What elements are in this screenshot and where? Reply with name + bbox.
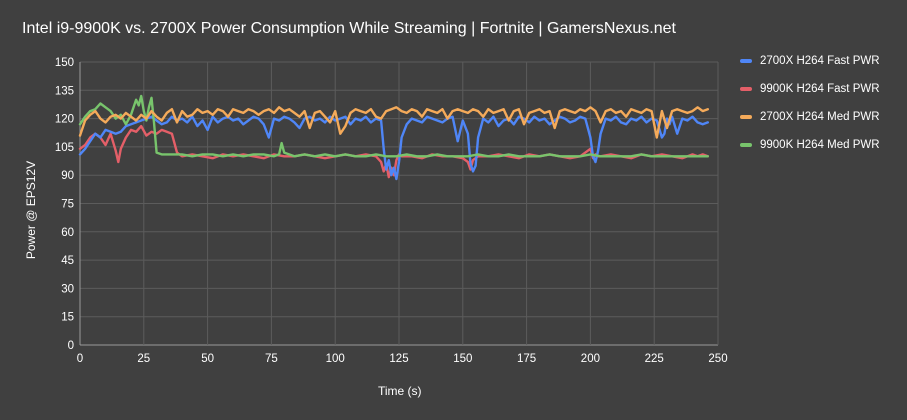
x-tick-label: 50: [201, 353, 214, 365]
series-line-2700x-fast: [78, 115, 709, 181]
y-tick-label: 120: [55, 114, 74, 126]
x-tick-label: 175: [517, 353, 536, 365]
legend-swatch: [740, 59, 752, 63]
y-tick-label: 45: [61, 255, 74, 267]
y-axis-title: Power @ EPS12V: [24, 160, 38, 260]
x-axis-title: Time (s): [378, 384, 422, 398]
legend-swatch: [740, 87, 752, 91]
x-tick-label: 25: [137, 353, 150, 365]
legend-label: 9900K H264 Med PWR: [760, 139, 880, 151]
legend-label: 2700X H264 Med PWR: [760, 111, 880, 123]
x-tick-label: 125: [389, 353, 408, 365]
series-lines: [78, 94, 709, 181]
series-line-2700x-med: [78, 106, 709, 139]
x-tick-label: 75: [265, 353, 278, 365]
series-line-9900k-med: [78, 94, 709, 158]
legend-item-9900k-fast[interactable]: 9900K H264 Fast PWR: [740, 80, 905, 98]
y-tick-label: 135: [55, 85, 74, 97]
legend-swatch: [740, 143, 752, 147]
legend-item-2700x-med[interactable]: 2700X H264 Med PWR: [740, 108, 905, 126]
y-tick-labels: 0 15 30 45 60 75 90 105 120 135 150: [55, 57, 74, 352]
legend-label: 2700X H264 Fast PWR: [760, 55, 880, 67]
legend-label: 9900K H264 Fast PWR: [760, 83, 880, 95]
y-tick-label: 150: [55, 57, 74, 69]
x-tick-label: 0: [77, 353, 83, 365]
legend-item-9900k-med[interactable]: 9900K H264 Med PWR: [740, 136, 905, 154]
y-tick-label: 105: [55, 142, 74, 154]
y-tick-label: 15: [61, 312, 74, 324]
chart-title: Intel i9-9900K vs. 2700X Power Consumpti…: [22, 20, 676, 37]
x-tick-label: 225: [645, 353, 664, 365]
gridlines: [79, 61, 719, 346]
y-tick-label: 30: [61, 283, 74, 295]
y-tick-label: 75: [61, 199, 74, 211]
x-tick-label: 100: [326, 353, 345, 365]
x-tick-labels: 0 25 50 75 100 125 150 175 200 225 250: [77, 353, 728, 365]
x-tick-label: 200: [581, 353, 600, 365]
y-tick-label: 60: [61, 227, 74, 239]
y-tick-label: 0: [68, 340, 74, 352]
legend-item-2700x-fast[interactable]: 2700X H264 Fast PWR: [740, 52, 905, 70]
x-tick-label: 150: [453, 353, 472, 365]
legend-swatch: [740, 115, 752, 119]
y-tick-label: 90: [61, 170, 74, 182]
legend: 2700X H264 Fast PWR 9900K H264 Fast PWR …: [740, 52, 905, 164]
x-tick-label: 250: [708, 353, 727, 365]
